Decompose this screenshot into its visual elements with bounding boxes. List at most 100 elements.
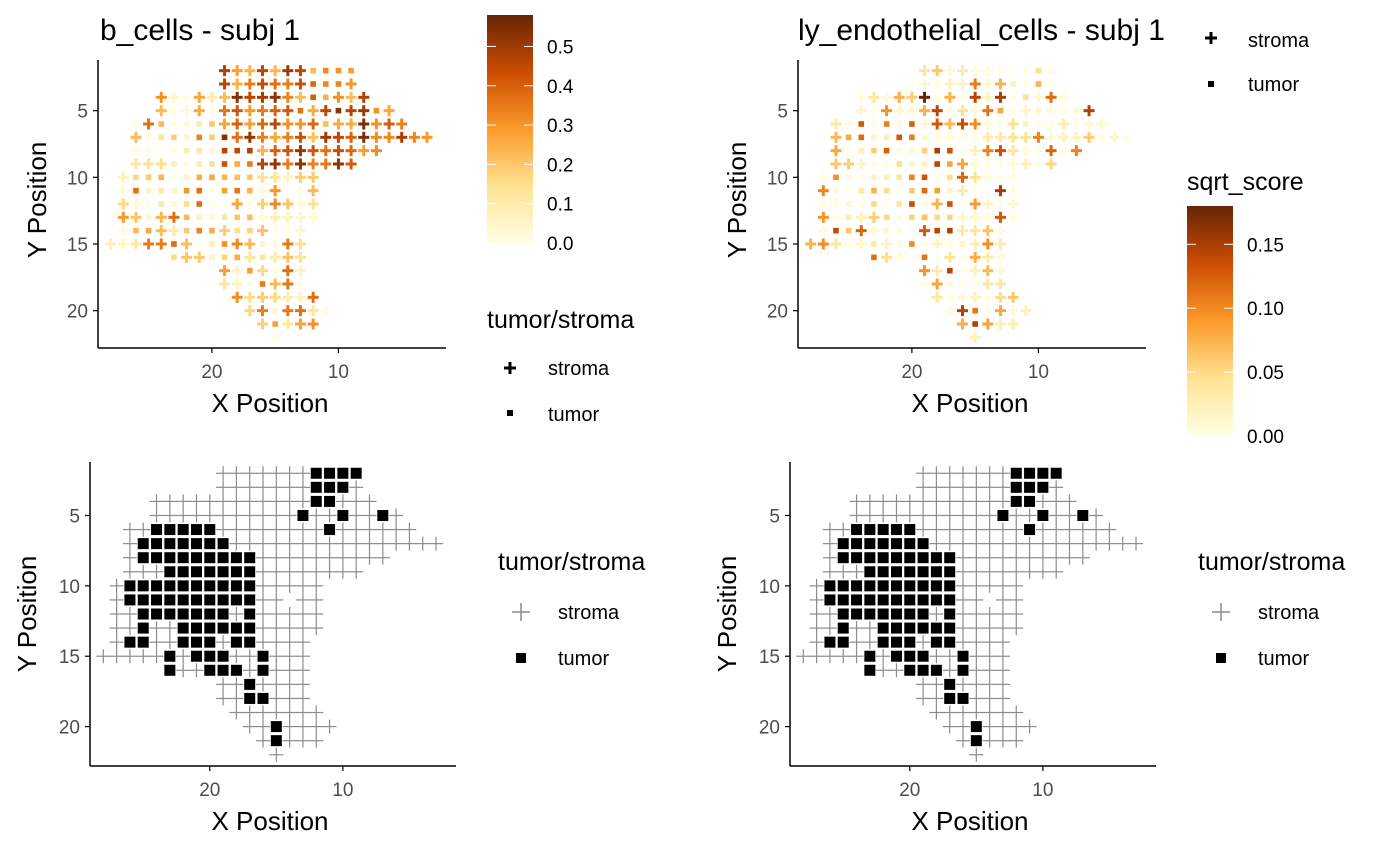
spot-stroma	[843, 238, 855, 250]
spot-stroma	[168, 105, 180, 117]
spot-stroma	[944, 131, 956, 143]
spot-stroma	[295, 663, 310, 678]
spot-stroma	[130, 238, 142, 250]
spot-stroma	[969, 78, 981, 90]
spot-stroma	[231, 265, 243, 277]
spot-stroma	[402, 536, 417, 551]
spot-tumor	[921, 174, 928, 181]
spot-tumor	[171, 174, 177, 181]
plot-area	[105, 65, 433, 343]
spot-stroma	[1058, 105, 1070, 117]
spot-stroma	[143, 118, 155, 130]
spot-stroma	[216, 466, 231, 481]
spot-tumor	[137, 622, 149, 634]
spot-tumor	[221, 241, 228, 247]
spot-stroma	[282, 145, 294, 157]
spot-stroma	[168, 91, 180, 103]
spot-stroma	[1045, 158, 1057, 170]
spot-stroma	[982, 145, 994, 157]
spot-tumor	[858, 147, 865, 154]
spot-stroma	[1062, 536, 1077, 551]
spot-stroma	[1035, 494, 1050, 509]
spot-tumor	[244, 580, 256, 592]
y-tick-label: 10	[759, 577, 780, 598]
spot-tumor	[877, 594, 889, 606]
spot-stroma	[269, 691, 284, 706]
spot-stroma	[231, 198, 243, 210]
spot-tumor	[373, 107, 380, 114]
spot-tumor	[904, 552, 916, 564]
spot-stroma	[244, 78, 256, 90]
spot-stroma	[309, 578, 324, 593]
spot-stroma	[256, 705, 271, 720]
spot-tumor	[196, 241, 203, 247]
spot-stroma	[969, 705, 984, 720]
spot-tumor	[904, 636, 916, 648]
spot-tumor	[909, 147, 915, 154]
spot-tumor	[145, 201, 152, 207]
spot-tumor	[921, 254, 928, 261]
spot-stroma	[982, 198, 994, 210]
spot-stroma	[1083, 131, 1095, 143]
spot-stroma	[809, 649, 824, 664]
spot-stroma	[257, 185, 269, 197]
spot-stroma	[982, 158, 994, 170]
colorbar-title: sqrt_score	[1187, 168, 1304, 196]
spot-tumor	[177, 580, 189, 592]
spot-stroma	[244, 305, 256, 317]
spot-stroma	[982, 578, 997, 593]
spot-stroma	[1007, 158, 1019, 170]
spot-stroma	[322, 508, 337, 523]
spot-stroma	[322, 536, 337, 551]
spot-stroma	[919, 105, 931, 117]
spot-stroma	[1009, 733, 1024, 748]
spot-tumor	[137, 538, 149, 550]
legend-tumor-stroma-top: stroma tumor	[1205, 30, 1310, 96]
spot-stroma	[1020, 105, 1032, 117]
spot-stroma	[929, 508, 944, 523]
spot-stroma	[322, 719, 337, 734]
spot-tumor	[921, 187, 928, 194]
spot-stroma	[117, 185, 129, 197]
spot-stroma	[969, 171, 981, 183]
spot-stroma	[1058, 131, 1070, 143]
spot-stroma	[868, 105, 880, 117]
spot-stroma	[429, 536, 444, 551]
spot-stroma	[969, 592, 984, 607]
spot-stroma	[881, 238, 893, 250]
spot-tumor	[864, 608, 876, 620]
spot-stroma	[282, 291, 294, 303]
spot-stroma	[294, 291, 306, 303]
spot-tumor	[864, 664, 876, 676]
spot-stroma	[295, 550, 310, 565]
spot-tumor	[934, 174, 940, 181]
spot-stroma	[256, 677, 271, 692]
spot-stroma	[244, 65, 256, 77]
spot-tumor	[833, 187, 839, 194]
spot-stroma	[256, 592, 271, 607]
spot-tumor	[851, 552, 863, 564]
spot-tumor	[871, 134, 877, 141]
spot-tumor	[858, 187, 865, 194]
spot-tumor	[204, 594, 216, 606]
spot-stroma	[1007, 131, 1019, 143]
spot-stroma	[320, 131, 332, 143]
spot-stroma	[309, 536, 324, 551]
spot-tumor	[917, 580, 929, 592]
spot-tumor	[217, 622, 229, 634]
spot-tumor	[124, 594, 136, 606]
spot-stroma	[242, 649, 257, 664]
spot-tumor	[883, 161, 890, 167]
spot-stroma	[805, 238, 817, 250]
spot-stroma	[942, 522, 957, 537]
spot-stroma	[155, 225, 167, 237]
spot-stroma	[969, 663, 984, 678]
spot-tumor	[877, 622, 889, 634]
spot-tumor	[877, 538, 889, 550]
spot-stroma	[916, 691, 931, 706]
x-axis-label: X Position	[911, 806, 1028, 836]
spot-stroma	[294, 225, 306, 237]
spot-tumor	[151, 552, 163, 564]
spot-stroma	[181, 251, 193, 263]
spot-tumor	[259, 254, 266, 261]
